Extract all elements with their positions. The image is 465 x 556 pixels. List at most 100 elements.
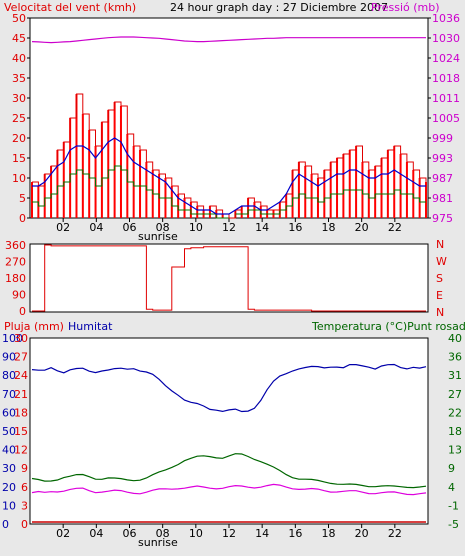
chart1-sunrise-label: sunrise [138,230,178,243]
xtick-label: 22 [388,527,402,540]
xtick-label: 10 [189,221,203,234]
chart1-ytick-right: 993 [432,152,453,165]
chart1-ytick-right: 1018 [432,72,460,85]
chart1-title: 24 hour graph day : 27 Diciembre 2007 [170,1,388,14]
plot-area-2 [29,243,429,313]
chart3-ytick-humidity: 90 [2,351,16,364]
chart3-ytick-rain: 6 [21,481,28,494]
chart2-ytick-left: 0 [19,305,26,318]
chart3-mid-label: Humitat [68,320,113,333]
xtick-label: 08 [156,527,170,540]
wind-gust-series [32,93,427,219]
chart1-ytick-left: 25 [12,112,26,125]
chart3-ytick-humidity: 100 [2,332,23,345]
chart3-ytick-humidity: 0 [2,518,9,531]
pressure-series [31,36,426,44]
chart1-ytick-right: 1030 [432,32,460,45]
chart3-sunrise-label: sunrise [138,536,178,549]
xtick-label: 16 [288,221,302,234]
chart3-ytick-temp: 36 [448,351,462,364]
wind-avg-series [32,137,426,215]
chart1-ytick-left: 20 [12,132,26,145]
chart3-ytick-rain: 12 [14,444,28,457]
xtick-label: 14 [255,527,269,540]
chart1-ytick-left: 45 [12,32,26,45]
xtick-label: 04 [89,221,103,234]
xtick-label: 06 [123,221,137,234]
chart1-ytick-right: 981 [432,192,453,205]
xtick-label: 02 [56,527,70,540]
humidity-series [31,363,427,413]
chart3-ytick-temp: 9 [448,462,455,475]
chart3-ytick-rain: 3 [21,499,28,512]
chart3-ytick-temp: -5 [448,518,459,531]
chart2-ytick-left: 360 [5,239,26,252]
chart3-ytick-temp: -1 [448,499,459,512]
chart1-ytick-right: 1005 [432,112,460,125]
xtick-label: 16 [288,527,302,540]
xtick-label: 12 [222,221,236,234]
xtick-label: 02 [56,221,70,234]
chart3-ytick-humidity: 70 [2,388,16,401]
chart2-ytick-right: E [436,289,443,302]
chart3-ytick-humidity: 50 [2,425,16,438]
chart1-ytick-right: 1036 [432,12,460,25]
chart1-ytick-left: 30 [12,92,26,105]
chart3-ytick-temp: 40 [448,332,462,345]
xtick-label: 06 [123,527,137,540]
chart1-ytick-left: 50 [12,12,26,25]
plot-area-3 [29,337,429,525]
chart3-ytick-temp: 4 [448,481,455,494]
chart1-right-label: Pressió (mb) [371,1,440,14]
xtick-label: 12 [222,527,236,540]
chart1-ytick-left: 35 [12,72,26,85]
chart2-ytick-left: 270 [5,256,26,269]
chart3-ytick-rain: 18 [14,406,28,419]
chart3-ytick-humidity: 40 [2,444,16,457]
chart3-left-label: Pluja (mm) [4,320,64,333]
chart3-ytick-temp: 13 [448,444,462,457]
chart3-ytick-humidity: 60 [2,406,16,419]
chart1-ytick-left: 40 [12,52,26,65]
chart2-ytick-right: S [436,272,443,285]
chart3-ytick-rain: 30 [14,332,28,345]
chart3-ytick-temp: 27 [448,388,462,401]
chart2-ytick-right: N [436,238,444,251]
wind-low-series [32,165,426,219]
xtick-label: 10 [189,527,203,540]
chart3-ytick-temp: 22 [448,406,462,419]
xtick-label: 18 [322,221,336,234]
chart2-ytick-right: N [436,306,444,319]
chart1-ytick-left: 15 [12,152,26,165]
chart3-ytick-humidity: 80 [2,369,16,382]
chart1-ytick-right: 999 [432,132,453,145]
chart3-ytick-rain: 27 [14,351,28,364]
chart3-ytick-temp: 18 [448,425,462,438]
chart3-ytick-rain: 21 [14,388,28,401]
chart1-ytick-left: 10 [12,172,26,185]
wind-direction-series [32,244,426,312]
chart3-ytick-rain: 24 [14,369,28,382]
chart2-ytick-right: W [436,255,447,268]
xtick-label: 20 [355,221,369,234]
xtick-label: 20 [355,527,369,540]
chart1-ytick-left: 0 [19,212,26,225]
dewpoint-series [31,483,427,496]
chart3-ytick-humidity: 20 [2,481,16,494]
chart1-ytick-right: 1011 [432,92,460,105]
xtick-label: 22 [388,221,402,234]
xtick-label: 14 [255,221,269,234]
xtick-label: 18 [322,527,336,540]
xtick-label: 04 [89,527,103,540]
chart3-ytick-humidity: 10 [2,499,16,512]
temperature-series [31,453,427,489]
chart1-ytick-right: 1024 [432,52,460,65]
chart2-ytick-left: 180 [5,272,26,285]
chart1-ytick-left: 5 [19,192,26,205]
chart3-ytick-rain: 0 [21,518,28,531]
chart3-ytick-rain: 9 [21,462,28,475]
chart3-right-label: Temperatura (°C)Punt rosada [311,320,465,333]
chart2-ytick-left: 90 [12,289,26,302]
